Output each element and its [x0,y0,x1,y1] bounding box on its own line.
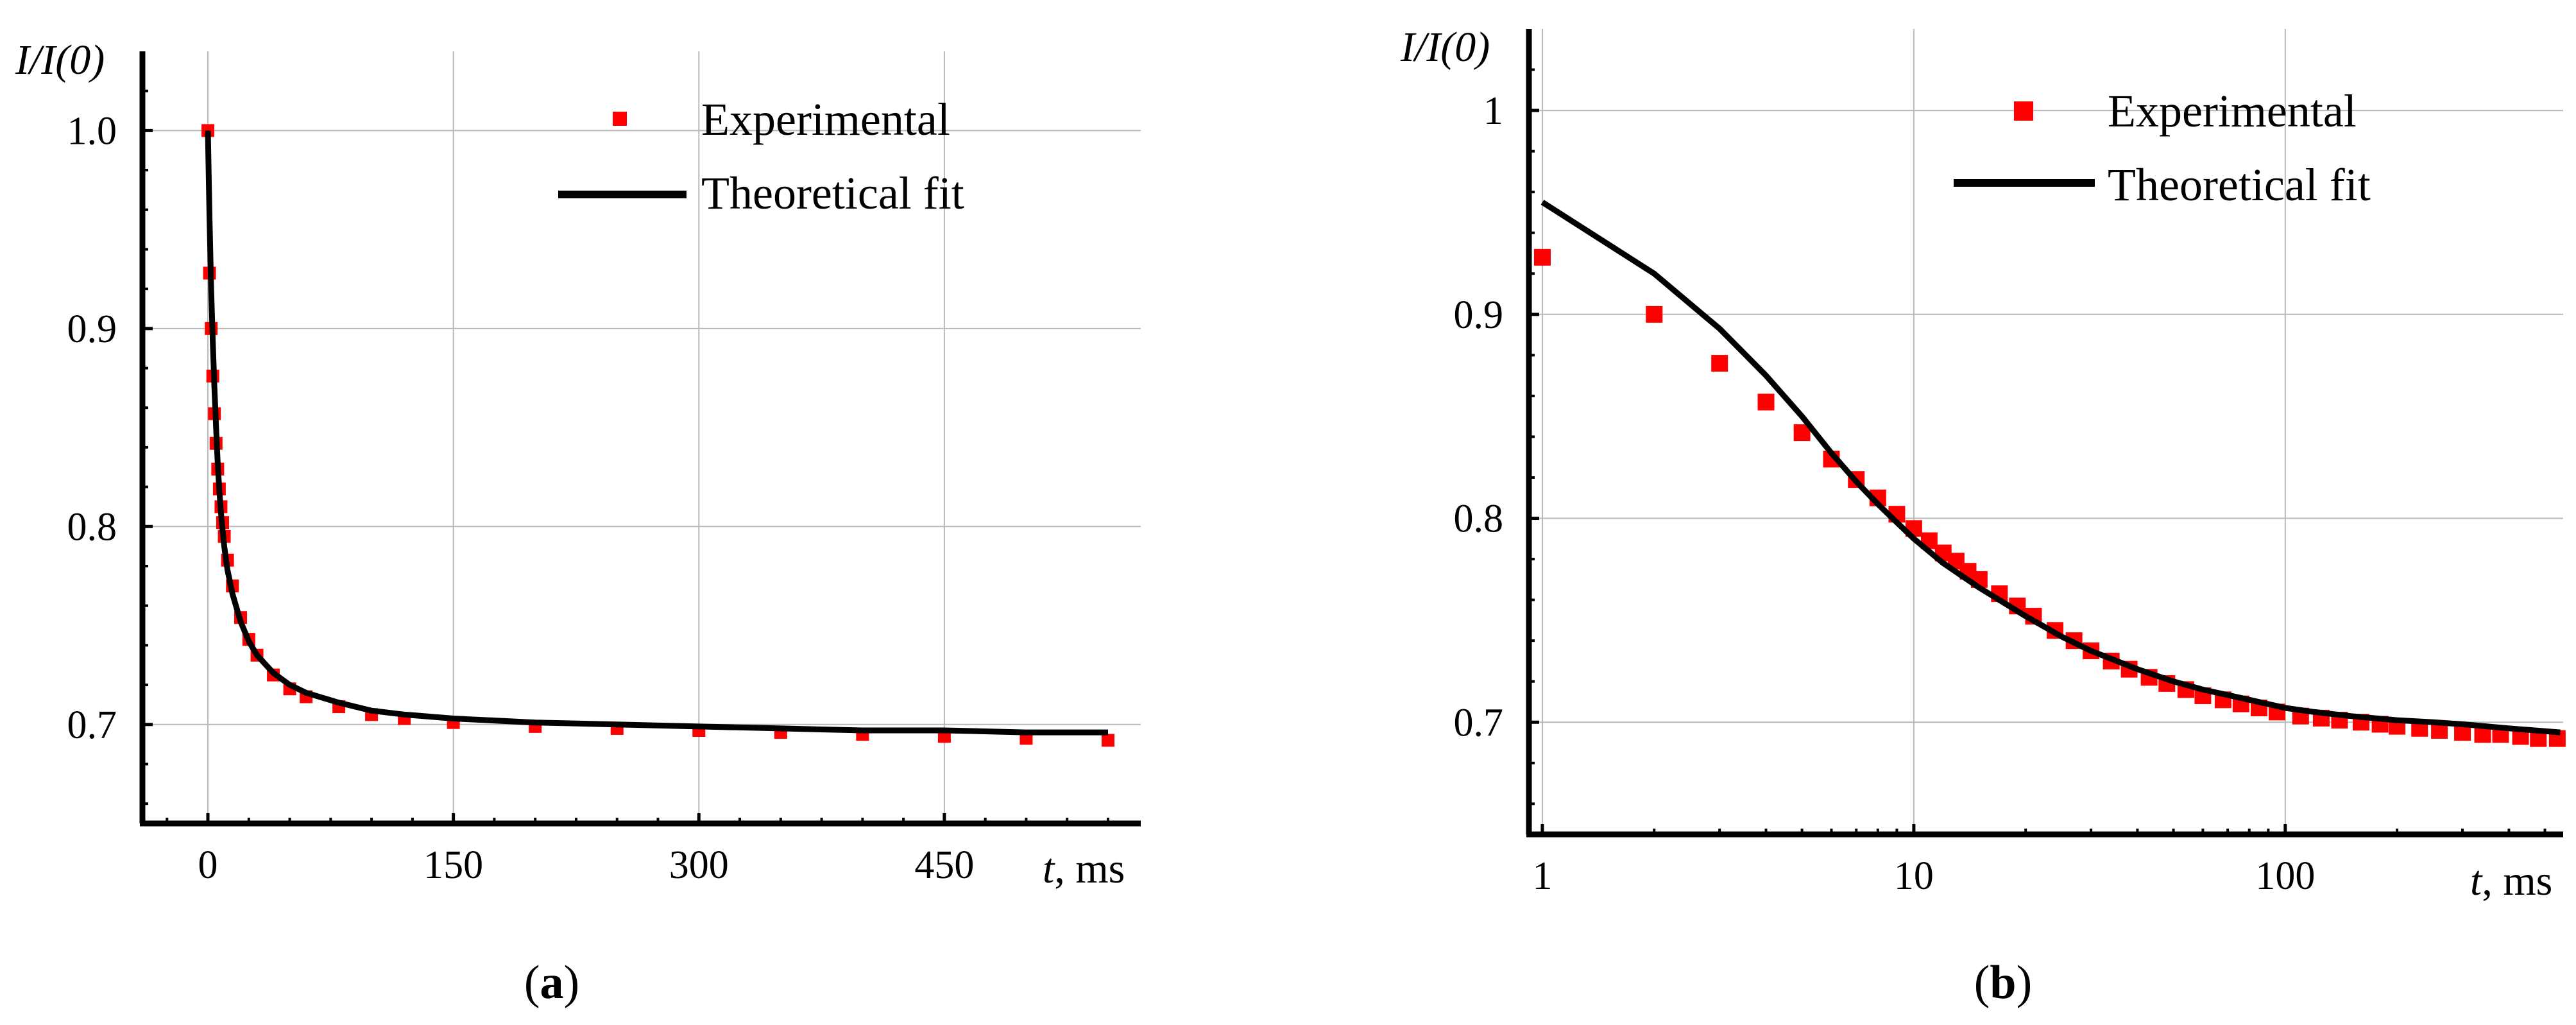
x-tick-label: 150 [423,843,483,887]
y-tick-label: 0.8 [1454,497,1504,541]
theoretical-fit-line [205,130,1108,736]
y-axis-label: I/I(0) [1400,24,1490,71]
data-point-experimental [1646,306,1663,323]
caption-b: (b) [1974,956,2032,1009]
tick-labels: 1 10 100 0.7 0.8 0.9 1 [1454,89,2316,898]
y-tick-label: 0.9 [1454,293,1504,337]
caption-a: (a) [524,956,579,1009]
chart-panel-b: 1 10 100 0.7 0.8 0.9 1 I/I(0) t, ms Experiment… [1400,24,2566,1009]
x-tick-label: 1 [1532,854,1552,898]
y-tick-label: 1.0 [67,109,117,153]
data-point-experimental [1101,734,1114,747]
theoretical-fit-line [1540,200,2561,736]
tick-labels: 0 150 300 450 0.7 0.8 0.9 1.0 [67,109,975,887]
legend: Experimental Theoretical fit [558,94,964,219]
y-tick-label: 0.8 [67,505,117,549]
y-axis-label: I/I(0) [15,37,105,83]
data-point-experimental [1533,248,1551,266]
legend-label-theoretical-fit: Theoretical fit [2108,159,2371,211]
legend-label-experimental: Experimental [701,94,950,145]
plot-area [1533,200,2566,747]
legend-marker-experimental [2014,101,2033,121]
x-tick-label: 0 [198,843,218,887]
x-axis-label: t, ms [2470,857,2552,904]
plot-area [201,124,1114,747]
chart-panel-a: 0 150 300 450 0.7 0.8 0.9 1.0 I/I(0) t, ms Expe… [15,37,1141,1009]
data-point-experimental [1757,393,1775,411]
x-tick-label: 100 [2255,854,2315,898]
x-tick-label: 450 [914,843,974,887]
grid-lines [1529,29,2563,834]
x-tick-label: 300 [669,843,729,887]
data-point-experimental [1711,355,1728,372]
y-tick-label: 1 [1483,89,1503,133]
grid-lines [142,51,1141,823]
legend-label-theoretical-fit: Theoretical fit [701,168,964,219]
legend-marker-experimental [613,112,627,126]
legend: Experimental Theoretical fit [1954,85,2371,211]
y-tick-label: 0.9 [67,307,117,351]
x-axis-label: t, ms [1043,845,1125,892]
y-tick-label: 0.7 [1454,701,1504,745]
x-tick-label: 10 [1894,854,1934,898]
data-point-experimental [201,124,215,137]
y-tick-label: 0.7 [67,703,117,747]
legend-label-experimental: Experimental [2108,85,2357,137]
